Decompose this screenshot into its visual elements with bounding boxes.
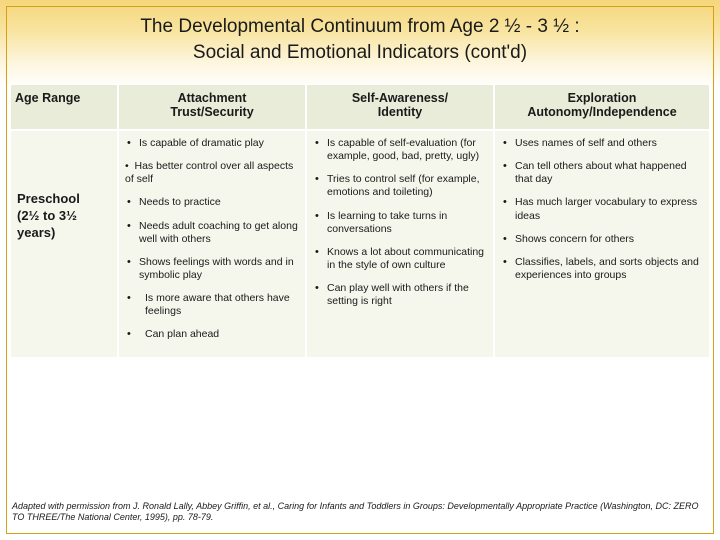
cell-exploration: Uses names of self and others Can tell o… xyxy=(494,130,710,358)
citation-text: Adapted with permission from J. Ronald L… xyxy=(12,501,698,523)
list-item: Needs to practice xyxy=(125,196,299,209)
citation-footer: Adapted with permission from J. Ronald L… xyxy=(12,501,708,524)
col-header-exploration-l2: Autonomy/Independence xyxy=(527,105,676,119)
list-item: Can play well with others if the setting… xyxy=(313,282,487,308)
list-item: Needs adult coaching to get along well w… xyxy=(125,220,299,246)
list-item: Has much larger vocabulary to express id… xyxy=(501,196,703,222)
attachment-list: Is capable of dramatic play • Has better… xyxy=(125,137,299,341)
col-header-exploration-l1: Exploration xyxy=(568,91,637,105)
row-label-l2: (2½ to 3½ xyxy=(17,208,77,223)
list-item: Is more aware that others have feelings xyxy=(125,292,299,318)
col-header-exploration: Exploration Autonomy/Independence xyxy=(494,84,710,130)
col-header-self-l2: Identity xyxy=(378,105,422,119)
col-header-attachment-l1: Attachment xyxy=(178,91,247,105)
list-item: Is capable of self-evaluation (for examp… xyxy=(313,137,487,163)
list-item: Is learning to take turns in conversatio… xyxy=(313,210,487,236)
cell-attachment: Is capable of dramatic play • Has better… xyxy=(118,130,306,358)
cell-self-awareness: Is capable of self-evaluation (for examp… xyxy=(306,130,494,358)
list-item: Classifies, labels, and sorts objects an… xyxy=(501,256,703,282)
page-title: The Developmental Continuum from Age 2 ½… xyxy=(0,14,720,65)
exploration-list: Uses names of self and others Can tell o… xyxy=(501,137,703,282)
self-awareness-list: Is capable of self-evaluation (for examp… xyxy=(313,137,487,308)
row-label-preschool: Preschool (2½ to 3½ years) xyxy=(10,130,118,358)
list-item: Shows feelings with words and in symboli… xyxy=(125,256,299,282)
list-item: Tries to control self (for example, emot… xyxy=(313,173,487,199)
list-item: Can tell others about what happened that… xyxy=(501,160,703,186)
col-header-age-text: Age Range xyxy=(15,91,80,105)
title-line-2: Social and Emotional Indicators (cont'd) xyxy=(193,42,527,63)
title-line-1: The Developmental Continuum from Age 2 ½… xyxy=(140,16,579,37)
list-item: Knows a lot about communicating in the s… xyxy=(313,246,487,272)
row-label-l1: Preschool xyxy=(17,191,80,206)
list-item: Is capable of dramatic play xyxy=(125,137,299,150)
col-header-age: Age Range xyxy=(10,84,118,130)
list-item: Uses names of self and others xyxy=(501,137,703,150)
col-header-self-l1: Self-Awareness/ xyxy=(352,91,448,105)
list-item: • Has better control over all aspects of… xyxy=(125,160,299,186)
continuum-table: Age Range Attachment Trust/Security Self… xyxy=(10,84,710,358)
list-item: Shows concern for others xyxy=(501,233,703,246)
row-label-l3: years) xyxy=(17,225,55,240)
col-header-self-awareness: Self-Awareness/ Identity xyxy=(306,84,494,130)
col-header-attachment-l2: Trust/Security xyxy=(170,105,253,119)
col-header-attachment: Attachment Trust/Security xyxy=(118,84,306,130)
list-item: Can plan ahead xyxy=(125,328,299,341)
